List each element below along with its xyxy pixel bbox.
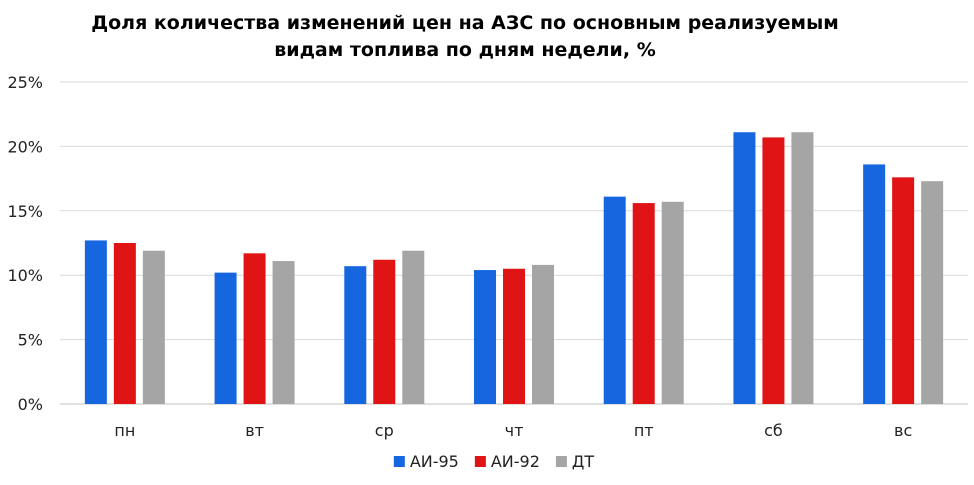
bar [84, 240, 107, 404]
legend-swatch [555, 456, 567, 467]
bar [791, 132, 814, 404]
legend-item: АИ-95 [393, 452, 459, 471]
y-tick-label: 10% [7, 266, 43, 285]
legend: АИ-95 АИ-92 ДТ [393, 452, 595, 471]
chart-title-line-1: Доля количества изменений цен на АЗС по … [91, 12, 839, 34]
legend-label: ДТ [572, 452, 595, 471]
y-tick-label: 0% [18, 395, 43, 414]
bar [733, 132, 756, 404]
y-tick-label: 25% [7, 73, 43, 92]
legend-label: АИ-95 [410, 452, 459, 471]
bar [661, 201, 684, 404]
legend-item: АИ-92 [474, 452, 540, 471]
bar [214, 272, 237, 404]
y-tick-label: 20% [7, 137, 43, 156]
bar [532, 264, 554, 404]
bar [243, 253, 266, 404]
x-category-label: ср [375, 421, 394, 440]
x-category-label: пт [634, 421, 654, 440]
bar [373, 259, 396, 404]
x-category-label: вс [894, 421, 912, 440]
bar [402, 250, 425, 404]
x-category-label: чт [505, 421, 524, 440]
legend-swatch [474, 456, 486, 467]
chart-title: Доля количества изменений цен на АЗС по … [0, 10, 930, 64]
bar [863, 164, 886, 404]
chart-title-line-2: видам топлива по дням недели, % [274, 39, 656, 61]
bar [503, 268, 525, 404]
x-category-label: вт [245, 421, 264, 440]
bar [474, 270, 496, 404]
legend-swatch [393, 456, 405, 467]
bar [344, 266, 367, 404]
legend-label: АИ-92 [491, 452, 540, 471]
bar [272, 261, 295, 404]
x-category-label: сб [764, 421, 783, 440]
bars [84, 132, 944, 404]
y-axis-tick-labels: 0% 5% 10% 15% 20% 25% [7, 73, 43, 414]
legend-item: ДТ [555, 452, 595, 471]
x-axis-category-labels: пн вт ср чт пт сб вс [114, 421, 912, 440]
bar [603, 196, 626, 404]
bar [142, 250, 165, 404]
bar [921, 181, 944, 404]
bar [892, 177, 915, 404]
bar [632, 203, 655, 404]
x-category-label: пн [114, 421, 135, 440]
bar [113, 243, 136, 404]
bar [762, 137, 785, 404]
y-tick-label: 15% [7, 202, 43, 221]
y-tick-label: 5% [18, 331, 43, 350]
